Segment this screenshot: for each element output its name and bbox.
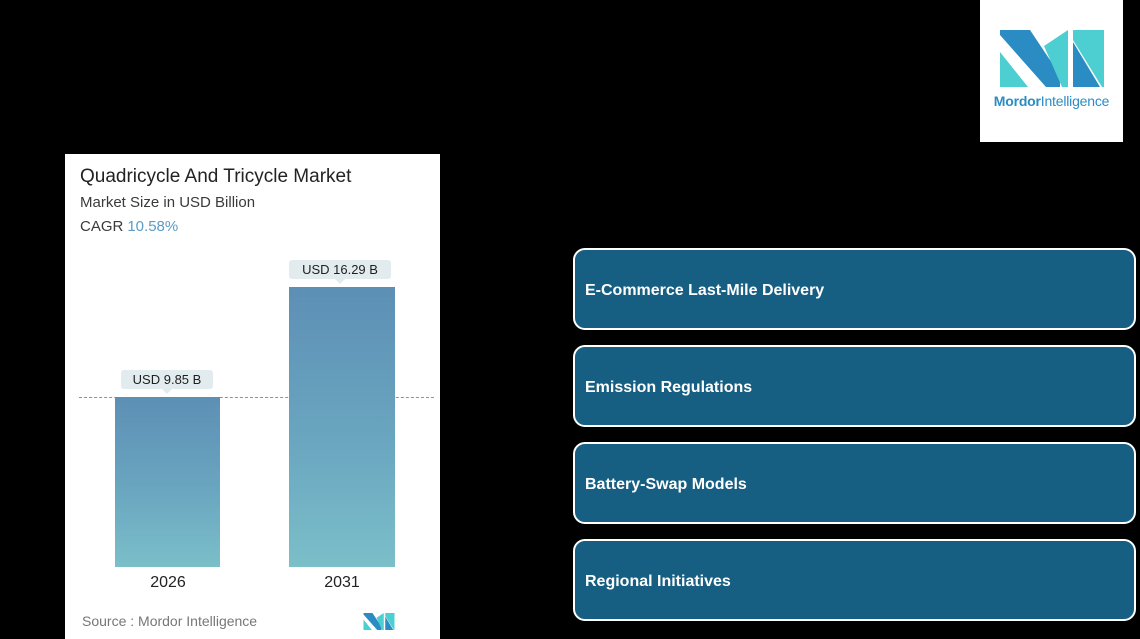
cagr-value: 10.58% bbox=[127, 218, 179, 235]
chart-title: Quadricycle And Tricycle Market bbox=[80, 166, 352, 187]
cagr-line: CAGR 10.58% bbox=[80, 218, 178, 235]
driver-label: Regional Initiatives bbox=[585, 573, 731, 590]
chart-subtitle: Market Size in USD Billion bbox=[80, 194, 256, 211]
mordor-intelligence-logo-icon bbox=[1000, 30, 1104, 87]
mordor-intelligence-logo: MordorIntelligence bbox=[980, 0, 1123, 142]
driver-label: E-Commerce Last-Mile Delivery bbox=[585, 282, 825, 299]
driver-box-regional-initiatives: Regional Initiatives bbox=[573, 539, 1136, 621]
mordor-intelligence-mini-logo-icon bbox=[363, 613, 395, 630]
x-axis-label-2026: 2026 bbox=[150, 574, 186, 591]
source-note: Source : Mordor Intelligence bbox=[82, 613, 258, 629]
driver-box-battery-swap-models: Battery-Swap Models bbox=[573, 442, 1136, 524]
reference-dashed-line bbox=[79, 397, 434, 398]
bar-value-label-2031: USD 16.29 B bbox=[289, 260, 391, 284]
cagr-label: CAGR bbox=[80, 218, 124, 235]
driver-box-ecommerce-last-mile: E-Commerce Last-Mile Delivery bbox=[573, 248, 1136, 330]
bar-value-label-2026: USD 9.85 B bbox=[121, 370, 213, 394]
bar-2026 bbox=[115, 397, 220, 567]
bar-2031 bbox=[289, 287, 395, 567]
market-size-card: Quadricycle And Tricycle Market Market S… bbox=[65, 154, 440, 639]
x-axis-label-2031: 2031 bbox=[324, 574, 360, 591]
driver-label: Emission Regulations bbox=[585, 379, 753, 396]
driver-box-emission-regulations: Emission Regulations bbox=[573, 345, 1136, 427]
driver-label: Battery-Swap Models bbox=[585, 476, 747, 493]
logo-wordmark: MordorIntelligence bbox=[993, 93, 1110, 109]
